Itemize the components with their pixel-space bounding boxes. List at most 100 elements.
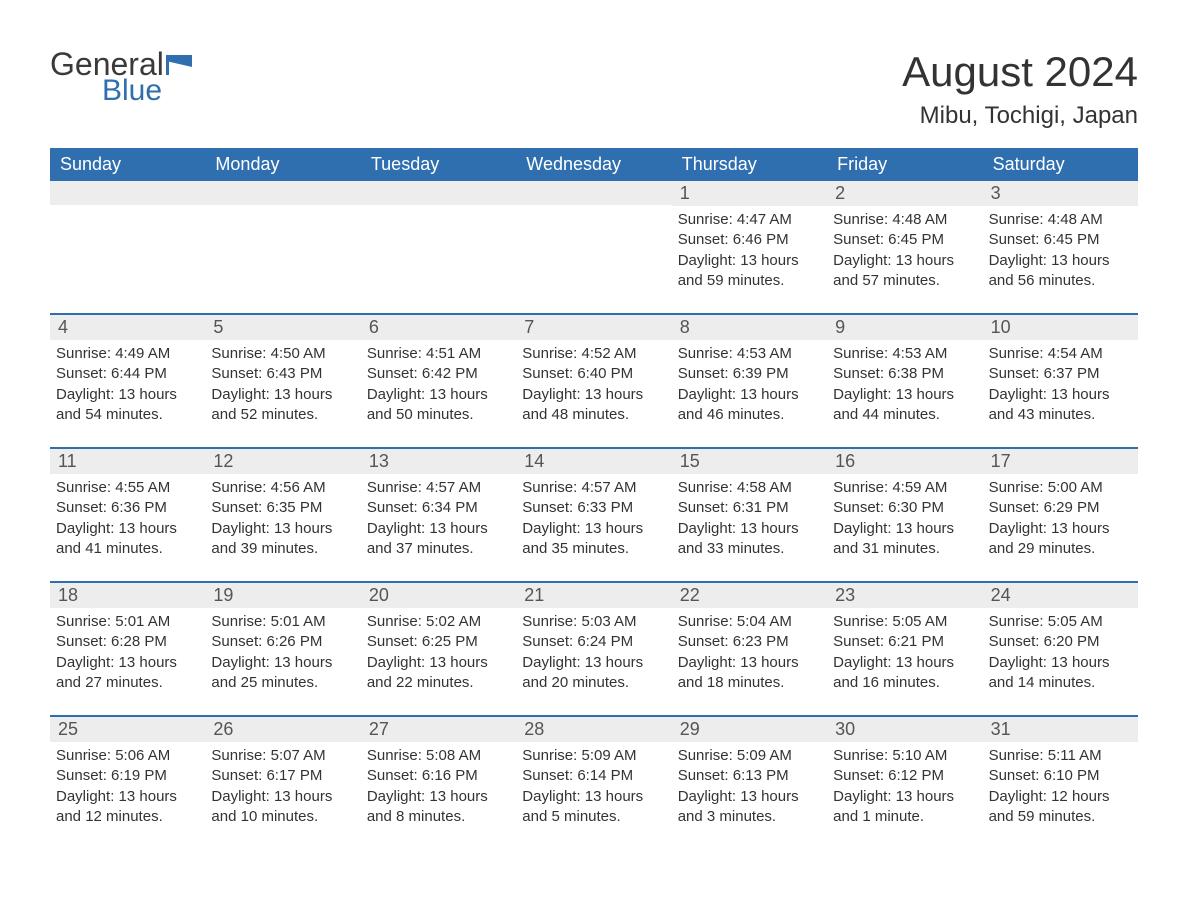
sunrise-text: Sunrise: 5:05 AM [989, 612, 1132, 632]
week-row: 1Sunrise: 4:47 AMSunset: 6:46 PMDaylight… [50, 181, 1138, 301]
daylight-text: Daylight: 13 hours and 20 minutes. [522, 653, 665, 694]
day-cell: 9Sunrise: 4:53 AMSunset: 6:38 PMDaylight… [827, 315, 982, 435]
daylight-text: Daylight: 13 hours and 37 minutes. [367, 519, 510, 560]
day-cell [205, 181, 360, 301]
day-number: 30 [827, 717, 982, 742]
day-cell [516, 181, 671, 301]
day-number: 13 [361, 449, 516, 474]
sunset-text: Sunset: 6:43 PM [211, 364, 354, 384]
day-info: Sunrise: 5:10 AMSunset: 6:12 PMDaylight:… [827, 742, 982, 827]
sunset-text: Sunset: 6:34 PM [367, 498, 510, 518]
day-number: 28 [516, 717, 671, 742]
sunrise-text: Sunrise: 4:50 AM [211, 344, 354, 364]
sunrise-text: Sunrise: 5:02 AM [367, 612, 510, 632]
sunrise-text: Sunrise: 4:59 AM [833, 478, 976, 498]
dow-sunday: Sunday [50, 148, 205, 181]
day-cell [50, 181, 205, 301]
logo-text-blue: Blue [102, 76, 196, 106]
day-info: Sunrise: 5:01 AMSunset: 6:28 PMDaylight:… [50, 608, 205, 693]
day-number: 22 [672, 583, 827, 608]
daylight-text: Daylight: 13 hours and 56 minutes. [989, 251, 1132, 292]
day-info: Sunrise: 4:55 AMSunset: 6:36 PMDaylight:… [50, 474, 205, 559]
sunset-text: Sunset: 6:35 PM [211, 498, 354, 518]
sunrise-text: Sunrise: 5:05 AM [833, 612, 976, 632]
day-info: Sunrise: 5:09 AMSunset: 6:14 PMDaylight:… [516, 742, 671, 827]
daylight-text: Daylight: 13 hours and 59 minutes. [678, 251, 821, 292]
sunrise-text: Sunrise: 5:01 AM [56, 612, 199, 632]
day-info: Sunrise: 5:06 AMSunset: 6:19 PMDaylight:… [50, 742, 205, 827]
day-cell [361, 181, 516, 301]
day-info: Sunrise: 4:50 AMSunset: 6:43 PMDaylight:… [205, 340, 360, 425]
sunset-text: Sunset: 6:45 PM [989, 230, 1132, 250]
week-row: 18Sunrise: 5:01 AMSunset: 6:28 PMDayligh… [50, 581, 1138, 703]
day-info: Sunrise: 4:58 AMSunset: 6:31 PMDaylight:… [672, 474, 827, 559]
sunset-text: Sunset: 6:31 PM [678, 498, 821, 518]
daylight-text: Daylight: 13 hours and 1 minute. [833, 787, 976, 828]
day-info: Sunrise: 5:02 AMSunset: 6:25 PMDaylight:… [361, 608, 516, 693]
week-row: 11Sunrise: 4:55 AMSunset: 6:36 PMDayligh… [50, 447, 1138, 569]
daylight-text: Daylight: 13 hours and 39 minutes. [211, 519, 354, 560]
day-cell: 4Sunrise: 4:49 AMSunset: 6:44 PMDaylight… [50, 315, 205, 435]
sunrise-text: Sunrise: 4:54 AM [989, 344, 1132, 364]
day-cell: 5Sunrise: 4:50 AMSunset: 6:43 PMDaylight… [205, 315, 360, 435]
sunrise-text: Sunrise: 4:51 AM [367, 344, 510, 364]
daylight-text: Daylight: 13 hours and 29 minutes. [989, 519, 1132, 560]
sunset-text: Sunset: 6:17 PM [211, 766, 354, 786]
sunrise-text: Sunrise: 5:08 AM [367, 746, 510, 766]
daylight-text: Daylight: 13 hours and 3 minutes. [678, 787, 821, 828]
day-number: 9 [827, 315, 982, 340]
day-cell: 7Sunrise: 4:52 AMSunset: 6:40 PMDaylight… [516, 315, 671, 435]
day-cell: 1Sunrise: 4:47 AMSunset: 6:46 PMDaylight… [672, 181, 827, 301]
sunrise-text: Sunrise: 5:07 AM [211, 746, 354, 766]
daylight-text: Daylight: 13 hours and 12 minutes. [56, 787, 199, 828]
daylight-text: Daylight: 13 hours and 52 minutes. [211, 385, 354, 426]
day-info: Sunrise: 5:07 AMSunset: 6:17 PMDaylight:… [205, 742, 360, 827]
sunrise-text: Sunrise: 4:55 AM [56, 478, 199, 498]
sunrise-text: Sunrise: 5:10 AM [833, 746, 976, 766]
sunset-text: Sunset: 6:29 PM [989, 498, 1132, 518]
day-number [361, 181, 516, 205]
day-cell: 15Sunrise: 4:58 AMSunset: 6:31 PMDayligh… [672, 449, 827, 569]
day-info: Sunrise: 4:48 AMSunset: 6:45 PMDaylight:… [983, 206, 1138, 291]
sunset-text: Sunset: 6:44 PM [56, 364, 199, 384]
sunrise-text: Sunrise: 5:00 AM [989, 478, 1132, 498]
daylight-text: Daylight: 13 hours and 57 minutes. [833, 251, 976, 292]
sunrise-text: Sunrise: 5:01 AM [211, 612, 354, 632]
day-number [516, 181, 671, 205]
day-number: 1 [672, 181, 827, 206]
sunset-text: Sunset: 6:37 PM [989, 364, 1132, 384]
daylight-text: Daylight: 13 hours and 10 minutes. [211, 787, 354, 828]
day-info: Sunrise: 5:01 AMSunset: 6:26 PMDaylight:… [205, 608, 360, 693]
day-info: Sunrise: 5:00 AMSunset: 6:29 PMDaylight:… [983, 474, 1138, 559]
day-number: 8 [672, 315, 827, 340]
sunrise-text: Sunrise: 4:57 AM [367, 478, 510, 498]
daylight-text: Daylight: 13 hours and 31 minutes. [833, 519, 976, 560]
day-info: Sunrise: 5:09 AMSunset: 6:13 PMDaylight:… [672, 742, 827, 827]
day-number: 17 [983, 449, 1138, 474]
sunrise-text: Sunrise: 5:09 AM [678, 746, 821, 766]
daylight-text: Daylight: 13 hours and 48 minutes. [522, 385, 665, 426]
daylight-text: Daylight: 13 hours and 27 minutes. [56, 653, 199, 694]
titles: August 2024 Mibu, Tochigi, Japan [902, 48, 1138, 130]
sunset-text: Sunset: 6:28 PM [56, 632, 199, 652]
week-row: 25Sunrise: 5:06 AMSunset: 6:19 PMDayligh… [50, 715, 1138, 837]
day-cell: 21Sunrise: 5:03 AMSunset: 6:24 PMDayligh… [516, 583, 671, 703]
sunset-text: Sunset: 6:23 PM [678, 632, 821, 652]
day-of-week-header: SundayMondayTuesdayWednesdayThursdayFrid… [50, 148, 1138, 181]
sunset-text: Sunset: 6:12 PM [833, 766, 976, 786]
daylight-text: Daylight: 13 hours and 50 minutes. [367, 385, 510, 426]
day-cell: 8Sunrise: 4:53 AMSunset: 6:39 PMDaylight… [672, 315, 827, 435]
day-cell: 24Sunrise: 5:05 AMSunset: 6:20 PMDayligh… [983, 583, 1138, 703]
day-info: Sunrise: 5:04 AMSunset: 6:23 PMDaylight:… [672, 608, 827, 693]
sunrise-text: Sunrise: 4:58 AM [678, 478, 821, 498]
sunrise-text: Sunrise: 4:52 AM [522, 344, 665, 364]
sunset-text: Sunset: 6:46 PM [678, 230, 821, 250]
daylight-text: Daylight: 13 hours and 43 minutes. [989, 385, 1132, 426]
sunset-text: Sunset: 6:16 PM [367, 766, 510, 786]
day-cell: 25Sunrise: 5:06 AMSunset: 6:19 PMDayligh… [50, 717, 205, 837]
daylight-text: Daylight: 13 hours and 54 minutes. [56, 385, 199, 426]
daylight-text: Daylight: 13 hours and 35 minutes. [522, 519, 665, 560]
sunrise-text: Sunrise: 4:49 AM [56, 344, 199, 364]
day-cell: 22Sunrise: 5:04 AMSunset: 6:23 PMDayligh… [672, 583, 827, 703]
sunrise-text: Sunrise: 4:48 AM [989, 210, 1132, 230]
